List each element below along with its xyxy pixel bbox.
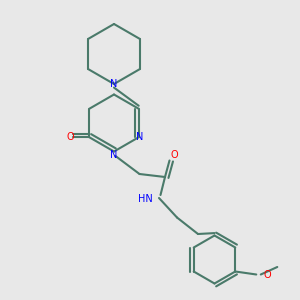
Text: O: O: [66, 132, 74, 142]
Text: N: N: [110, 149, 118, 160]
Text: O: O: [264, 269, 272, 280]
Text: O: O: [170, 149, 178, 160]
Text: HN: HN: [138, 194, 153, 205]
Text: N: N: [136, 132, 144, 142]
Text: N: N: [110, 79, 118, 89]
